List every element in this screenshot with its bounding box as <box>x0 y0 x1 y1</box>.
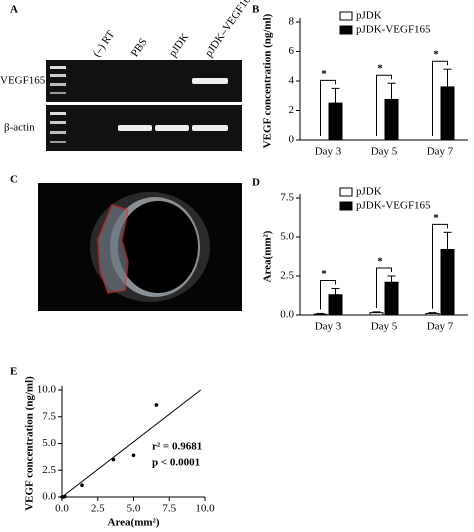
significance-bracket <box>320 79 336 136</box>
y-axis-title: VEGF concentration (ng/ml) <box>24 376 36 511</box>
lane-label: pJDK–VEGF165 <box>203 0 257 59</box>
legend-swatch <box>339 187 353 197</box>
significance-bracket <box>432 223 448 309</box>
x-tick-label: Day 3 <box>315 146 342 158</box>
x-tick-label: 7.5 <box>162 503 176 515</box>
bar <box>369 312 384 316</box>
x-tick-label: Day 7 <box>427 321 454 333</box>
legend-label: pJDK-VEGF165 <box>356 200 431 212</box>
gel <box>46 60 242 151</box>
point <box>63 494 67 499</box>
y-tick-label: 0 <box>289 134 295 146</box>
bar <box>328 102 343 141</box>
x-tick-label: 5.0 <box>127 503 141 515</box>
annotation: p < 0.0001 <box>152 457 200 469</box>
x-tick-label: Day 5 <box>371 321 398 333</box>
y-tick-label: 2 <box>289 104 295 116</box>
y-tick-label: 5.0 <box>42 437 56 449</box>
significance-bracket <box>320 279 336 310</box>
lane-label: PBS <box>129 36 150 59</box>
bar <box>313 313 328 316</box>
bar <box>384 98 399 141</box>
significance-star: * <box>433 49 439 61</box>
y-tick-label: 4 <box>289 75 295 87</box>
significance-star: * <box>433 212 439 224</box>
significance-star: * <box>321 68 327 80</box>
point <box>111 457 116 462</box>
legend-swatch <box>339 201 353 211</box>
bar <box>440 248 455 316</box>
y-tick-label: 6 <box>289 45 295 57</box>
significance-bracket <box>432 60 448 136</box>
x-tick-label: 2.5 <box>91 503 105 515</box>
point <box>131 453 136 458</box>
legend-label: pJDK-VEGF165 <box>356 24 431 36</box>
micrograph <box>38 183 242 311</box>
y-tick-label: 2.5 <box>42 464 56 476</box>
gel-row-label: β-actin <box>4 122 35 134</box>
fit-line <box>61 389 202 498</box>
lane-label: pJDK <box>167 31 192 59</box>
bar <box>425 312 440 316</box>
y-axis-title: Area(mm²) <box>262 230 274 282</box>
legend-label: pJDK <box>356 186 382 198</box>
lane-label: (–) RT <box>91 28 118 59</box>
y-tick-label: 0.0 <box>42 491 56 503</box>
significance-star: * <box>377 256 383 268</box>
gel-row-label: VEGF165 <box>0 75 46 87</box>
panel-label: D <box>252 177 260 189</box>
x-tick-label: Day 5 <box>371 146 398 158</box>
point <box>154 403 159 407</box>
x-tick-label: 10.0 <box>195 503 215 515</box>
bar <box>328 294 343 316</box>
significance-bracket <box>376 267 392 308</box>
y-tick-label: 7.5 <box>280 192 294 204</box>
legend-swatch <box>339 25 353 35</box>
significance-bracket <box>376 74 392 136</box>
point <box>80 483 84 488</box>
bar <box>440 86 455 141</box>
panel-label: A <box>10 4 18 16</box>
significance-star: * <box>321 268 327 280</box>
significance-star: * <box>377 63 383 75</box>
y-tick-label: 5.0 <box>280 231 294 243</box>
legend-swatch <box>339 11 353 21</box>
y-tick-label: 8 <box>289 16 295 28</box>
x-tick-label: Day 7 <box>427 146 454 158</box>
y-axis-title: VEGF concentration (ng/ml) <box>262 13 274 148</box>
bar <box>384 281 399 316</box>
panel-label: B <box>252 4 260 16</box>
panel-label: E <box>10 366 17 378</box>
x-tick-label: Day 3 <box>315 321 342 333</box>
x-tick-label: 0.0 <box>55 503 69 515</box>
y-tick-label: 0.0 <box>280 309 294 321</box>
panel-label: C <box>10 174 18 186</box>
legend-label: pJDK <box>356 10 382 22</box>
y-tick-label: 2.5 <box>280 270 294 282</box>
annotation: r² = 0.9681 <box>152 441 202 453</box>
y-tick-label: 7.5 <box>42 410 56 422</box>
y-tick-label: 10.0 <box>37 384 57 396</box>
x-axis-title: Area(mm²) <box>108 517 160 529</box>
